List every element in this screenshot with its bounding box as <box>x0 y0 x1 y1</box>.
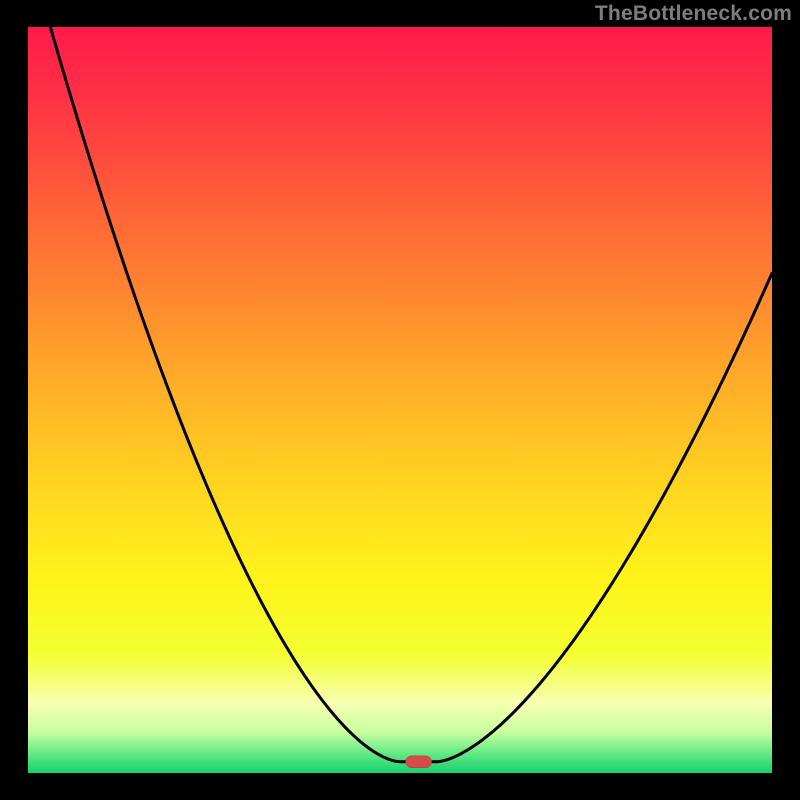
watermark-text: TheBottleneck.com <box>595 2 792 26</box>
chart-container: TheBottleneck.com <box>0 0 800 800</box>
optimal-point-marker <box>406 756 432 768</box>
bottleneck-chart <box>0 0 800 800</box>
gradient-background <box>28 27 772 773</box>
